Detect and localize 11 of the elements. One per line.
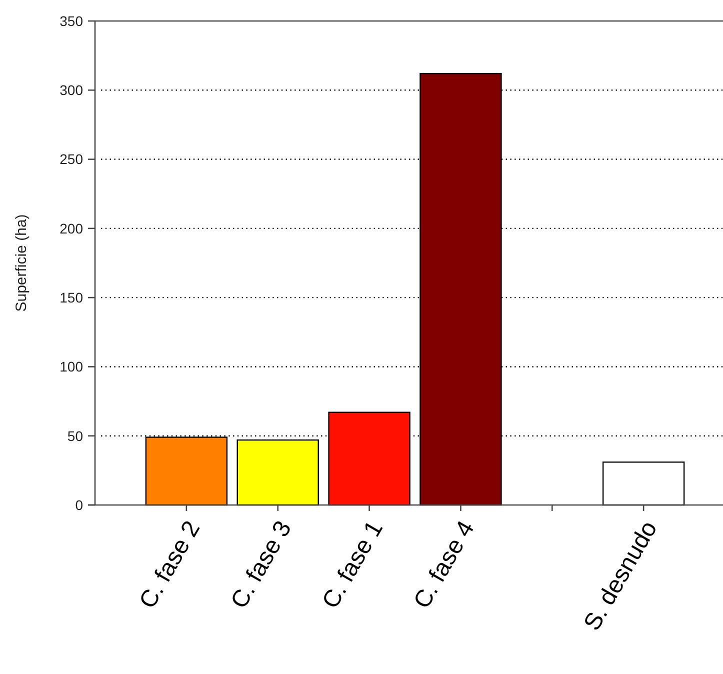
y-tick-label: 150 [60, 289, 84, 306]
bar [602, 462, 685, 506]
bar [236, 439, 319, 506]
y-tick-label: 50 [67, 428, 84, 444]
y-tick-label: 0 [75, 496, 84, 513]
y-tick-label: 200 [60, 220, 84, 236]
y-axis-title: Superficie (ha) [13, 214, 30, 312]
y-tick-label: 100 [60, 358, 84, 375]
y-tick-label: 300 [60, 82, 84, 98]
y-tick-label: 250 [60, 151, 84, 168]
y-tick-label: 350 [60, 12, 84, 29]
